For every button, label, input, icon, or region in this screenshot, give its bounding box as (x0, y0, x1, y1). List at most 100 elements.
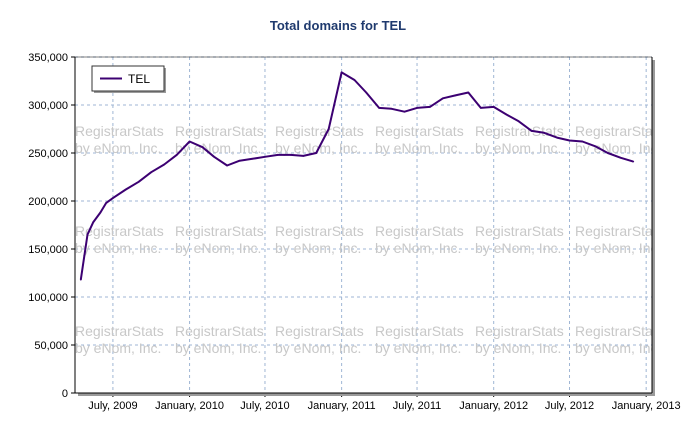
data-point (99, 211, 102, 214)
watermark-text: RegistrarStats (175, 323, 264, 339)
data-point (264, 156, 266, 158)
watermark-text: RegistrarStats (75, 123, 164, 139)
plot-background (75, 57, 652, 393)
watermark-text: by eNom, Inc. (275, 340, 361, 356)
data-point (277, 154, 279, 156)
data-point (416, 107, 418, 109)
data-point (505, 113, 508, 116)
legend-label-tel: TEL (128, 72, 150, 86)
watermark-text: by eNom, Inc. (375, 240, 461, 256)
data-point (112, 197, 114, 199)
data-point (86, 233, 89, 236)
data-point (378, 107, 380, 109)
data-point (517, 120, 520, 123)
watermark-text: RegistrarStats (375, 123, 464, 139)
data-point (480, 107, 482, 109)
y-tick-label: 350,000 (28, 52, 68, 64)
data-point (556, 136, 558, 139)
data-point (188, 140, 191, 143)
data-point (315, 152, 318, 154)
y-tick-label: 250,000 (28, 148, 68, 160)
plot-right-mask (652, 57, 687, 396)
data-point (238, 159, 241, 162)
data-point (492, 106, 495, 108)
watermark-text: by eNom, Inc. (575, 140, 661, 156)
data-point (403, 110, 406, 113)
data-point (365, 91, 368, 94)
x-tick-label: July, 2011 (393, 400, 442, 412)
data-point (543, 132, 545, 134)
plot-shadow-right (652, 60, 655, 396)
y-tick-label: 200,000 (28, 196, 68, 208)
watermark-text: RegistrarStats (75, 323, 164, 339)
watermark-text: RegistrarStats (275, 123, 364, 139)
x-tick-label: January, 2012 (459, 400, 528, 412)
data-point (454, 94, 457, 97)
data-point (226, 164, 228, 167)
plot-shadow-bottom (78, 393, 655, 396)
data-point (137, 181, 140, 183)
watermark-text: RegistrarStats (275, 223, 364, 239)
watermark-text: RegistrarStats (275, 323, 364, 339)
data-point (568, 139, 571, 142)
watermark-text: RegistrarStats (375, 323, 464, 339)
y-tick-label: 300,000 (28, 100, 68, 112)
data-point (340, 71, 343, 74)
x-tick-label: July, 2009 (88, 400, 137, 412)
data-point (581, 140, 584, 143)
data-point (442, 97, 444, 100)
data-point (327, 128, 330, 130)
chart-title: Total domains for TEL (270, 18, 406, 33)
data-point (390, 108, 393, 110)
data-point (429, 106, 431, 108)
x-tick-label: January, 2013 (612, 400, 681, 412)
watermark-text: RegistrarStats (475, 123, 564, 139)
y-tick-label: 0 (62, 388, 68, 400)
watermark-text: RegistrarStats (575, 123, 664, 139)
data-point (125, 188, 127, 191)
watermark-text: RegistrarStats (175, 223, 264, 239)
watermark-text: RegistrarStats (475, 223, 564, 239)
data-point (607, 152, 609, 154)
data-point (105, 202, 107, 204)
data-point (201, 146, 204, 148)
data-point (175, 154, 178, 156)
watermark-text: by eNom, Inc. (575, 240, 661, 256)
plot-area: 0 50,000 100,000 150,000 200,000 250,000 300,0… (28, 52, 687, 412)
watermark-text: RegistrarStats (375, 223, 464, 239)
data-point (302, 155, 305, 157)
data-point (150, 171, 152, 173)
watermark-text: by eNom, Inc. (75, 140, 161, 156)
watermark-text: RegistrarStats (575, 323, 664, 339)
watermark-text: by eNom, Inc. (475, 240, 561, 256)
data-point (251, 158, 254, 160)
data-point (290, 154, 292, 156)
data-point (632, 160, 635, 163)
watermark-text: by eNom, Inc. (475, 340, 561, 356)
watermark-text: by eNom, Inc. (75, 340, 161, 356)
watermark-text: by eNom, Inc. (375, 340, 461, 356)
x-tick-label: January, 2011 (308, 400, 376, 412)
y-tick-label: 50,000 (34, 340, 68, 352)
watermark-text: RegistrarStats (75, 223, 164, 239)
watermark-text: by eNom, Inc. (275, 240, 361, 256)
watermark-text: by eNom, Inc. (175, 340, 261, 356)
watermark-text: RegistrarStats (175, 123, 264, 139)
x-tick-label: July, 2012 (545, 400, 594, 412)
data-point (594, 145, 597, 148)
data-point (92, 221, 95, 223)
data-point (353, 79, 356, 81)
y-tick-label: 100,000 (28, 292, 68, 304)
x-tick-label: July, 2010 (240, 400, 289, 412)
watermark-text: by eNom, Inc. (75, 240, 161, 256)
data-point (620, 157, 622, 159)
data-point (467, 91, 470, 94)
watermark-text: RegistrarStats (575, 223, 664, 239)
data-point (163, 163, 165, 166)
watermark-text: RegistrarStats (475, 323, 564, 339)
data-point (213, 156, 215, 158)
watermark-text: by eNom, Inc. (575, 340, 661, 356)
data-point (80, 278, 82, 281)
